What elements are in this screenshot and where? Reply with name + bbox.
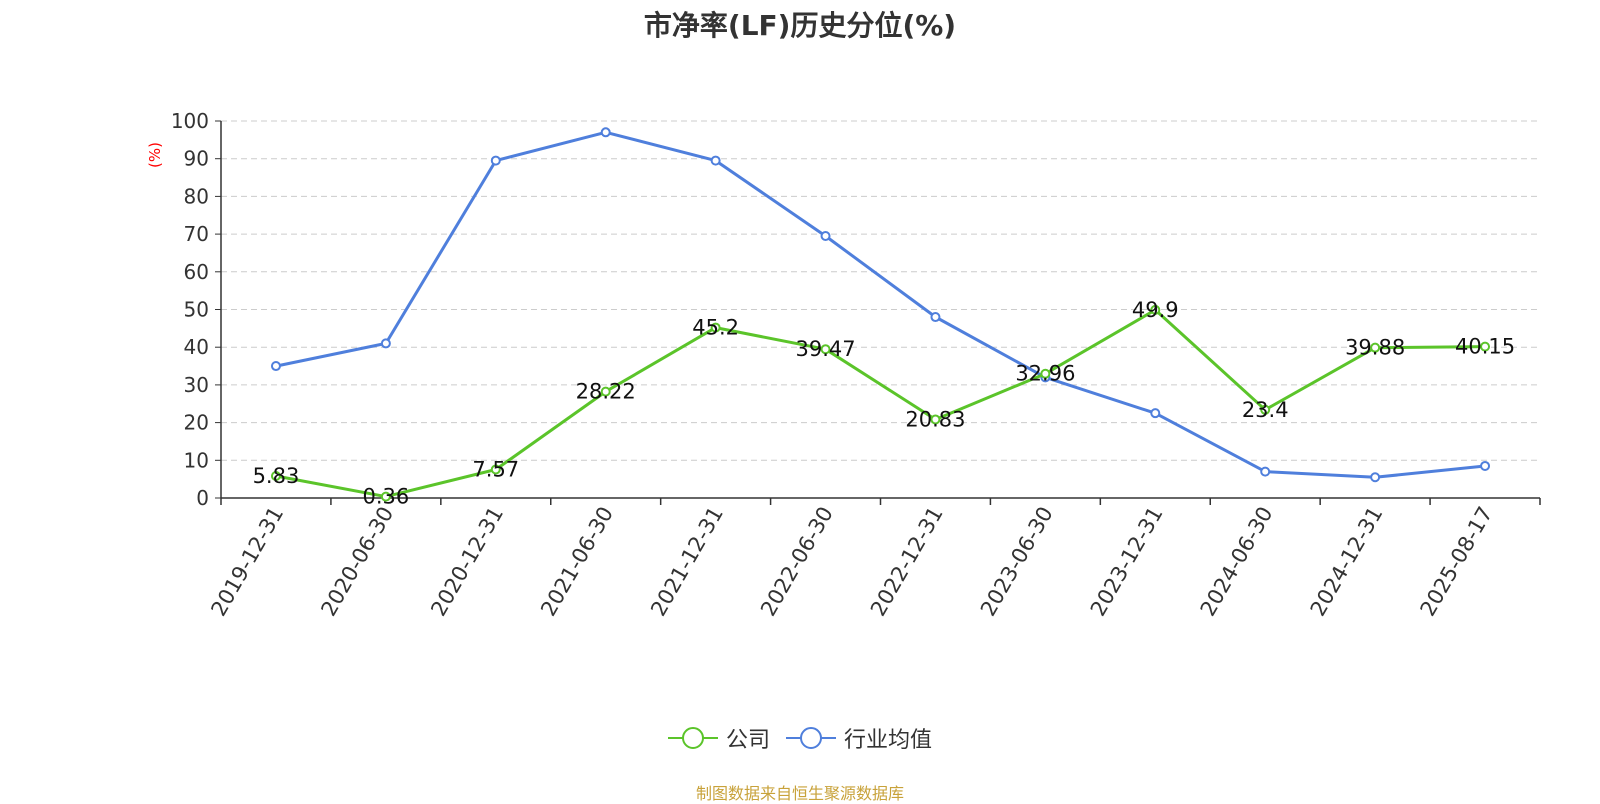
x-tick-label: 2020-12-31: [426, 502, 508, 620]
y-tick-label: 20: [184, 411, 209, 435]
x-tick-label: 2021-12-31: [646, 503, 728, 621]
data-point: [710, 322, 721, 333]
data-point: [1480, 341, 1491, 352]
data-point: [600, 386, 611, 397]
legend-item[interactable]: 公司: [667, 722, 770, 754]
data-point: [1040, 368, 1051, 379]
data-label: 20.83: [905, 407, 965, 431]
data-point: [490, 155, 501, 166]
data-label: 39.88: [1345, 336, 1405, 360]
y-tick-label: 60: [184, 260, 209, 284]
y-tick-label: 40: [184, 335, 209, 359]
legend-label: 公司: [725, 728, 770, 753]
y-tick-label: 100: [171, 109, 209, 133]
data-point: [1480, 460, 1491, 471]
data-point: [600, 127, 611, 138]
y-tick-label: 50: [184, 298, 209, 322]
data-label: 5.83: [253, 464, 300, 488]
data-point: [710, 155, 721, 166]
y-tick-label: 90: [184, 147, 209, 171]
data-point: [820, 344, 831, 355]
y-axis-label: (%): [146, 142, 164, 168]
data-label: 7.57: [472, 457, 519, 481]
data-point: [820, 230, 831, 241]
data-point: [490, 464, 501, 475]
data-label: 39.47: [795, 337, 855, 361]
x-tick-label: 2021-06-30: [536, 503, 618, 621]
x-tick-label: 2019-12-31: [206, 503, 288, 621]
y-tick-label: 0: [196, 486, 209, 510]
legend-marker-icon: [786, 727, 836, 749]
data-point: [380, 491, 391, 502]
data-point: [270, 471, 281, 482]
data-label: 40.15: [1455, 335, 1515, 359]
data-point: [1150, 304, 1161, 315]
y-tick-label: 80: [184, 184, 209, 208]
y-tick-label: 70: [184, 222, 209, 246]
data-label: 23.4: [1242, 398, 1289, 422]
x-tick-label: 2023-12-31: [1086, 503, 1168, 621]
data-labels: 5.83 0.36 7.57 28.22 45.2 39.47 20.83 32.96 49.9…: [253, 298, 1516, 509]
data-point: [380, 338, 391, 349]
series-line: [275, 130, 1486, 479]
series-line: [275, 308, 1486, 499]
x-tick-label: 2022-12-31: [866, 502, 948, 620]
data-label: 28.22: [576, 380, 636, 404]
legend: 公司 行业均值: [0, 722, 1600, 754]
data-point: [1260, 466, 1271, 477]
data-label: 49.9: [1132, 298, 1179, 322]
legend-marker-icon: [667, 727, 718, 749]
legend-label: 行业均值: [844, 728, 933, 753]
x-tick-label: 2024-12-31: [1306, 503, 1388, 621]
data-point: [930, 312, 941, 323]
source-note: 制图数据来自恒生聚源数据库: [695, 784, 904, 803]
data-point: [1370, 342, 1381, 353]
data-label: 0.36: [362, 485, 409, 509]
data-point: [1260, 404, 1271, 415]
y-tick-label: 30: [184, 373, 209, 397]
x-tick-label: 2020-06-30: [316, 503, 398, 621]
x-tick-label: 2023-06-30: [976, 503, 1058, 621]
x-tick-label: 2022-06-30: [756, 503, 838, 621]
data-label: 32.96: [1015, 362, 1075, 386]
x-tick-label: 2025-08-17: [1416, 503, 1498, 621]
data-point: [1150, 408, 1161, 419]
series: [270, 127, 1491, 502]
data-point: [1370, 472, 1381, 483]
y-tick-label: 10: [184, 448, 209, 472]
chart-title: 市净率(LF)历史分位(%): [643, 9, 957, 42]
data-label: 45.2: [692, 316, 739, 340]
axes: 0 10 20 30 40 50 60 70 80 90 100 2019-12-31 2020-06-…: [171, 109, 1541, 621]
data-point: [270, 361, 281, 372]
x-tick-label: 2024-06-30: [1196, 503, 1278, 621]
data-point: [930, 414, 941, 425]
legend-item[interactable]: 行业均值: [786, 722, 932, 754]
